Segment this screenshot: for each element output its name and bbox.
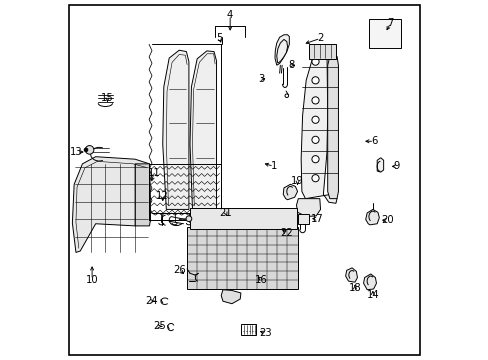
Text: 6: 6 [370,136,377,146]
Text: 11: 11 [147,168,160,178]
Polygon shape [276,40,287,63]
Polygon shape [363,274,376,290]
Polygon shape [72,157,150,252]
Bar [297,214,308,224]
Text: 21: 21 [219,208,232,218]
Text: 17: 17 [310,214,323,224]
Text: 4: 4 [226,10,233,20]
Polygon shape [221,290,241,304]
Text: 12: 12 [156,191,169,201]
Circle shape [85,145,94,154]
Bar [190,208,296,229]
Text: 22: 22 [280,228,293,238]
Circle shape [185,216,191,222]
Text: 24: 24 [144,296,157,306]
Bar [187,226,298,289]
Circle shape [311,58,319,65]
Text: 15: 15 [101,93,114,103]
Text: 23: 23 [259,328,271,338]
Polygon shape [283,184,297,200]
Polygon shape [190,51,216,210]
Polygon shape [376,158,383,172]
Text: 1: 1 [270,161,277,171]
Text: 3: 3 [258,74,264,84]
Polygon shape [327,56,338,199]
Text: 26: 26 [173,265,186,275]
Circle shape [311,156,319,163]
Text: 8: 8 [287,60,294,70]
Polygon shape [296,199,320,217]
Text: 9: 9 [393,161,399,171]
Circle shape [311,97,319,104]
Text: 5: 5 [216,33,222,43]
Polygon shape [135,164,150,226]
Text: 18: 18 [348,283,361,293]
Text: 16: 16 [255,275,267,285]
Polygon shape [365,210,379,225]
Bar [241,324,255,335]
Text: 13: 13 [70,147,83,157]
Polygon shape [345,268,357,282]
Polygon shape [274,35,289,65]
Circle shape [311,136,319,143]
Text: 14: 14 [366,291,378,301]
Text: 20: 20 [380,215,393,225]
Circle shape [311,175,319,182]
Text: 10: 10 [85,275,98,285]
Text: 7: 7 [387,18,393,28]
Circle shape [311,116,319,123]
Text: 19: 19 [290,176,304,186]
Bar [308,44,335,59]
Text: 2: 2 [317,33,323,43]
Bar [368,19,400,48]
Circle shape [311,77,319,84]
Polygon shape [163,50,188,210]
Polygon shape [301,50,336,203]
Text: 25: 25 [152,321,165,331]
Circle shape [84,148,88,152]
